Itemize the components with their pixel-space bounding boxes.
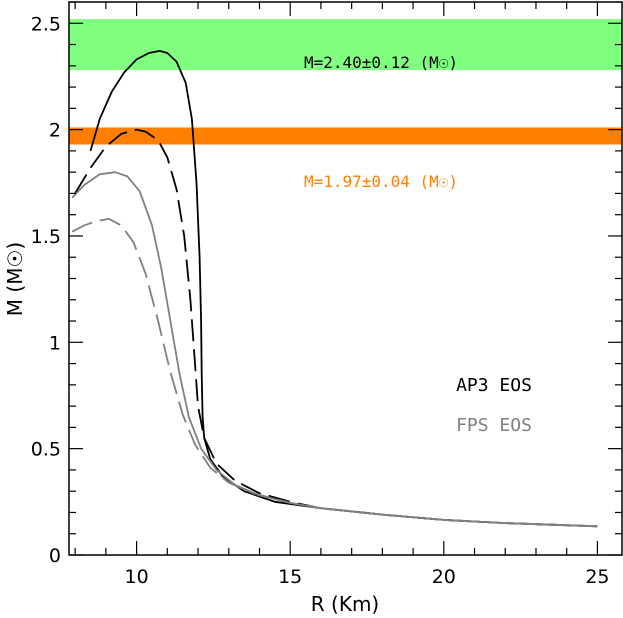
band-label-upper: M=2.40±0.12 (M☉) (304, 53, 458, 72)
bands-layer (69, 19, 622, 145)
y-tick-label: 0 (49, 545, 61, 567)
y-tick-label: 2.5 (31, 13, 61, 35)
mass-band-1 (69, 127, 622, 145)
x-tick-label: 15 (278, 566, 302, 588)
y-tick-label: 2 (49, 120, 61, 142)
y-tick-label: 1.5 (31, 226, 61, 248)
y-tick-label: 0.5 (31, 439, 61, 461)
x-tick-label: 10 (124, 566, 148, 588)
plot-frame (68, 1, 623, 556)
series-line-fps-solid (71, 171, 598, 528)
series-line-ap3-solid (89, 50, 598, 528)
legend-entry-fps: FPS EOS (456, 415, 532, 436)
y-axis-title: M (M☉) (3, 242, 27, 316)
series-line-fps-dashed (71, 217, 598, 528)
x-tick-label: 20 (432, 566, 456, 588)
x-tick-label: 25 (585, 566, 609, 588)
band-label-lower: M=1.97±0.04 (M☉) (304, 172, 458, 191)
x-axis-title: R (Km) (311, 592, 379, 616)
legend-entry-ap3: AP3 EOS (456, 375, 532, 396)
ticks-layer: 10 15 20 25 0 0.5 1 1.5 2 2.5 (31, 1, 622, 588)
mass-band-0 (69, 19, 622, 71)
series-layer (71, 50, 598, 528)
y-tick-label: 1 (49, 332, 61, 354)
